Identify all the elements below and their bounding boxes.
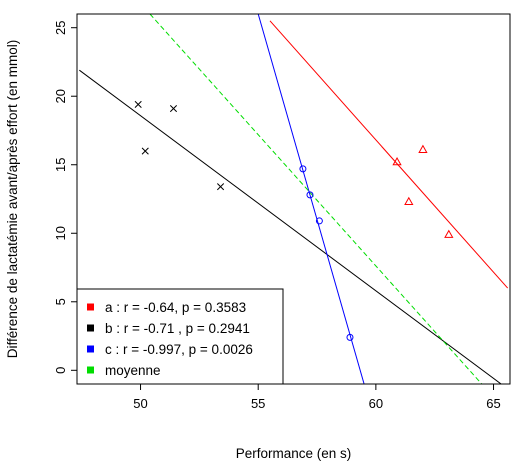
x-tick-label-50: 50 xyxy=(133,396,147,411)
x-axis-title: Performance (en s) xyxy=(236,446,352,461)
x-tick-label-60: 60 xyxy=(369,396,383,411)
legend-swatch-c xyxy=(87,345,94,353)
data-point-b-2 xyxy=(141,147,149,155)
y-axis-title: Différence de lactatémie avant/après eff… xyxy=(5,40,20,358)
legend-label-moyenne: moyenne xyxy=(105,363,161,378)
data-point-c-3 xyxy=(315,217,323,225)
data-point-c-2 xyxy=(306,191,314,199)
legend-label-b: b : r = -0.71 , p = 0.2941 xyxy=(105,321,250,336)
regression-line-a xyxy=(269,20,509,289)
plot-frame xyxy=(76,13,511,385)
x-tick-label-65: 65 xyxy=(486,396,500,411)
legend-swatch-a xyxy=(87,303,94,311)
data-point-a-3 xyxy=(418,144,428,153)
y-tick-label-25: 25 xyxy=(53,20,68,34)
y-tick-label-15: 15 xyxy=(53,158,68,172)
data-point-b-3 xyxy=(169,105,178,113)
legend-swatch-moyenne xyxy=(87,366,94,374)
data-point-a-1 xyxy=(392,156,402,166)
x-tick-label-55: 55 xyxy=(251,396,265,411)
regression-line-moyenne xyxy=(149,14,483,384)
data-point-a-2 xyxy=(404,196,414,206)
y-tick-label-10: 10 xyxy=(53,226,68,240)
regression-line-b xyxy=(79,69,502,384)
data-point-c-1 xyxy=(299,165,307,173)
legend: a : r = -0.64, p = 0.3583 b : r = -0.71 ,… xyxy=(76,288,284,385)
legend-box xyxy=(76,288,284,385)
legend-label-c: c : r = -0.997, p = 0.0026 xyxy=(105,342,253,357)
data-point-b-1 xyxy=(134,100,142,108)
regression-line-c xyxy=(257,14,365,384)
data-point-c-4 xyxy=(346,333,354,341)
data-point-b-4 xyxy=(216,183,225,191)
data-point-a-4 xyxy=(444,229,454,238)
y-tick-label-20: 20 xyxy=(53,89,68,103)
y-tick-label-0: 0 xyxy=(53,367,68,374)
legend-swatch-b xyxy=(87,324,94,332)
legend-label-a: a : r = -0.64, p = 0.3583 xyxy=(105,300,246,315)
y-tick-label-5: 5 xyxy=(53,298,68,305)
